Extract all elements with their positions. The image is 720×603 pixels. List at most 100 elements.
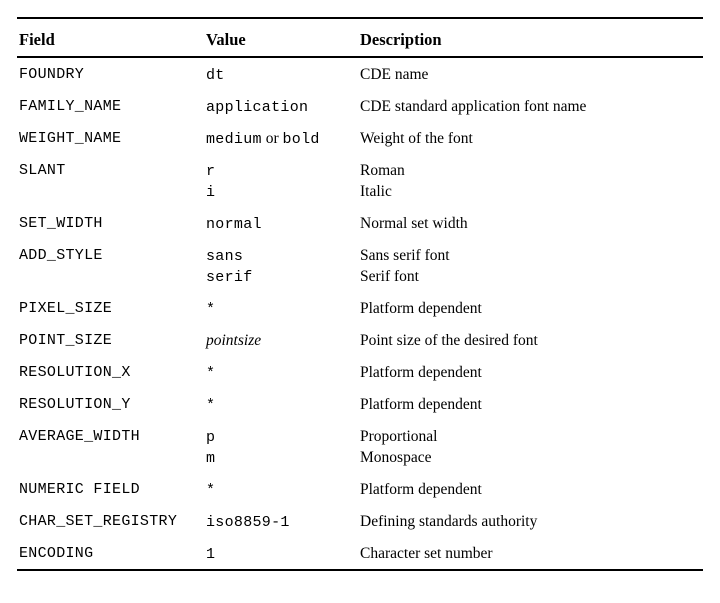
value-line: m [206, 447, 358, 468]
value-cell: * [204, 292, 358, 324]
field-cell: POINT_SIZE [19, 332, 113, 349]
description-line: Defining standards authority [360, 513, 538, 530]
field-cell: FAMILY_NAME [19, 98, 122, 115]
table-header: Field Value Description [17, 18, 703, 58]
field-cell: ADD_STYLE [19, 247, 103, 264]
value-segment: or [261, 130, 283, 147]
value-cell: normal [204, 207, 358, 239]
value-line: 1 [206, 543, 358, 564]
description-cell: Platform dependent [358, 388, 703, 420]
value-segment: p [206, 429, 216, 446]
header-description: Description [358, 18, 703, 58]
table-row: WEIGHT_NAME medium or bold Weight of the f… [17, 122, 703, 154]
description-line: CDE standard application font name [360, 98, 587, 115]
value-line: * [206, 479, 358, 500]
table-row: POINT_SIZE pointsize Point size of the des… [17, 324, 703, 356]
value-line: iso8859-1 [206, 511, 358, 532]
description-cell: Defining standards authority [358, 505, 703, 537]
field-cell: NUMERIC FIELD [19, 481, 140, 498]
table-row: SLANT r i Roman Italic [17, 154, 703, 207]
description-line: Italic [360, 183, 392, 200]
value-cell: * [204, 388, 358, 420]
font-field-table: Field Value Description FOUNDRY dt CDE nam… [17, 17, 703, 571]
value-cell: iso8859-1 [204, 505, 358, 537]
description-line: Platform dependent [360, 481, 482, 498]
table-body: FOUNDRY dt CDE name FAMILY_NAME application C… [17, 57, 703, 570]
header-field: Field [17, 18, 204, 58]
value-segment: m [206, 450, 216, 467]
description-cell: Normal set width [358, 207, 703, 239]
value-segment: medium [206, 131, 262, 148]
value-cell: * [204, 473, 358, 505]
value-line: pointsize [206, 330, 358, 351]
description-cell: Platform dependent [358, 473, 703, 505]
description-line: Monospace [360, 449, 432, 466]
table-row: ENCODING 1 Character set number [17, 537, 703, 570]
value-line: * [206, 298, 358, 319]
value-segment: * [206, 301, 216, 318]
table-row: AVERAGE_WIDTH p m Proportional Monospace [17, 420, 703, 473]
value-line: serif [206, 266, 358, 287]
header-row: Field Value Description [17, 18, 703, 58]
table-row: FAMILY_NAME application CDE standard appli… [17, 90, 703, 122]
value-segment: sans [206, 248, 244, 265]
field-cell: PIXEL_SIZE [19, 300, 113, 317]
value-line: sans [206, 245, 358, 266]
description-line: Point size of the desired font [360, 332, 538, 349]
value-segment: r [206, 163, 216, 180]
table-row: RESOLUTION_X * Platform dependent [17, 356, 703, 388]
description-cell: Point size of the desired font [358, 324, 703, 356]
description-line: Platform dependent [360, 300, 482, 317]
field-cell: WEIGHT_NAME [19, 130, 122, 147]
description-line: Character set number [360, 545, 493, 562]
value-segment: iso8859-1 [206, 514, 290, 531]
value-segment: normal [206, 216, 262, 233]
description-cell: Platform dependent [358, 292, 703, 324]
table-row: PIXEL_SIZE * Platform dependent [17, 292, 703, 324]
value-line: p [206, 426, 358, 447]
description-cell: Platform dependent [358, 356, 703, 388]
description-cell: Proportional Monospace [358, 420, 703, 473]
description-cell: Sans serif font Serif font [358, 239, 703, 292]
value-cell: dt [204, 57, 358, 90]
description-cell: Weight of the font [358, 122, 703, 154]
field-cell: RESOLUTION_X [19, 364, 131, 381]
value-segment: serif [206, 269, 253, 286]
value-line: normal [206, 213, 358, 234]
field-cell: RESOLUTION_Y [19, 396, 131, 413]
table-row: SET_WIDTH normal Normal set width [17, 207, 703, 239]
value-segment: bold [282, 131, 320, 148]
table-row: FOUNDRY dt CDE name [17, 57, 703, 90]
value-segment: pointsize [206, 332, 262, 349]
table-row: RESOLUTION_Y * Platform dependent [17, 388, 703, 420]
value-cell: * [204, 356, 358, 388]
description-line: Platform dependent [360, 396, 482, 413]
field-cell: AVERAGE_WIDTH [19, 428, 140, 445]
value-cell: application [204, 90, 358, 122]
value-segment: i [206, 184, 216, 201]
value-cell: pointsize [204, 324, 358, 356]
description-cell: Roman Italic [358, 154, 703, 207]
description-line: Sans serif font [360, 247, 450, 264]
description-line: CDE name [360, 66, 429, 83]
value-segment: application [206, 99, 309, 116]
description-line: Platform dependent [360, 364, 482, 381]
description-cell: CDE name [358, 57, 703, 90]
field-cell: CHAR_SET_REGISTRY [19, 513, 178, 530]
value-segment: dt [206, 67, 225, 84]
value-line: application [206, 96, 358, 117]
value-cell: 1 [204, 537, 358, 570]
table-row: NUMERIC FIELD * Platform dependent [17, 473, 703, 505]
value-segment: 1 [206, 546, 216, 563]
description-line: Normal set width [360, 215, 468, 232]
header-value: Value [204, 18, 358, 58]
value-line: dt [206, 64, 358, 85]
description-line: Weight of the font [360, 130, 473, 147]
field-cell: SET_WIDTH [19, 215, 103, 232]
field-cell: ENCODING [19, 545, 94, 562]
description-line: Serif font [360, 268, 419, 285]
table-row: CHAR_SET_REGISTRY iso8859-1 Defining stand… [17, 505, 703, 537]
value-line: i [206, 181, 358, 202]
value-cell: medium or bold [204, 122, 358, 154]
